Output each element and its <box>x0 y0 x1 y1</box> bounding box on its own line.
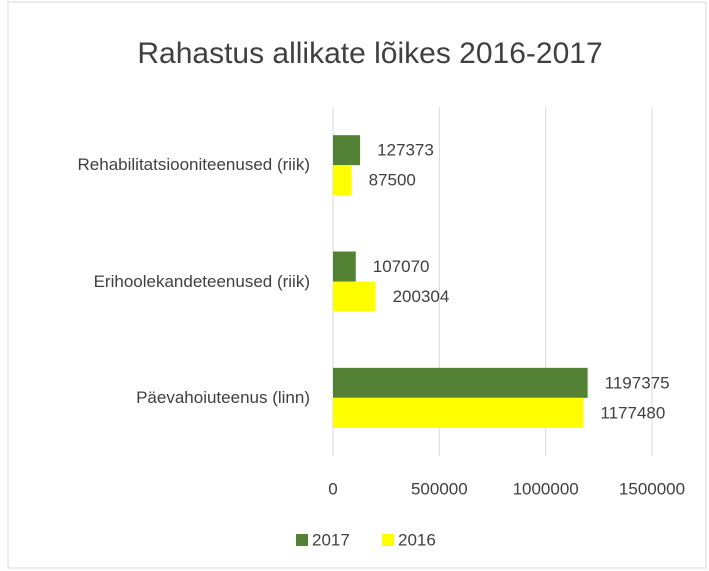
data-label: 200304 <box>393 287 450 306</box>
bar <box>333 165 352 196</box>
legend-label: 2017 <box>312 530 350 549</box>
data-label: 1177480 <box>600 403 665 422</box>
y-tick-text: Erihoolekandeteenused (riik) <box>93 271 310 291</box>
y-tick-label: Erihoolekandeteenused (riik) <box>10 271 310 293</box>
x-tick-label: 500000 <box>411 479 468 498</box>
x-tick-label: 1000000 <box>513 479 579 498</box>
data-label: 107070 <box>373 257 430 276</box>
x-tick-label: 0 <box>328 479 337 498</box>
data-label: 127373 <box>377 141 434 160</box>
y-tick-text: Rehabilitatsiooniteenused (riik) <box>77 155 310 175</box>
bar <box>333 281 376 312</box>
bar <box>333 397 584 428</box>
chart-title: Rahastus allikate lõikes 2016-2017 <box>137 37 602 70</box>
legend-swatch <box>382 534 394 546</box>
x-tick-label: 1500000 <box>619 479 685 498</box>
legend-label: 2016 <box>398 530 436 549</box>
legend-swatch <box>296 534 308 546</box>
data-label: 1197375 <box>605 373 670 392</box>
data-label: 87500 <box>369 171 416 190</box>
y-tick-text: Päevahoiuteenus (linn) <box>136 387 310 407</box>
y-tick-label: Rehabilitatsiooniteenused (riik) <box>10 154 310 176</box>
y-tick-label: Päevahoiuteenus (linn) <box>10 387 310 409</box>
bar <box>333 135 361 166</box>
bar <box>333 251 356 282</box>
bar <box>333 367 588 398</box>
